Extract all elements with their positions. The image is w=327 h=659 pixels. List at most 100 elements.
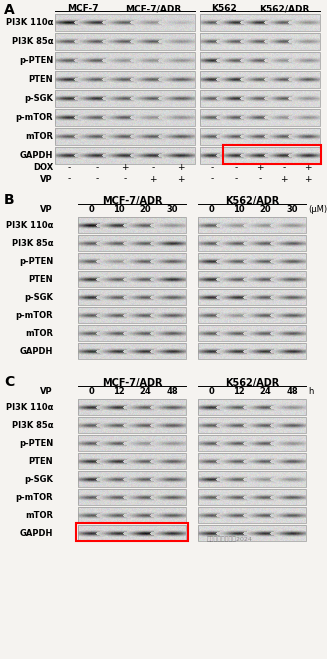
Text: PI3K 85α: PI3K 85α [11, 420, 53, 430]
Bar [78, 271, 186, 287]
Bar [198, 217, 306, 233]
Text: GAPDH: GAPDH [20, 529, 53, 538]
Bar [198, 307, 306, 323]
Text: 公众号：学术论栁2024: 公众号：学术论栁2024 [207, 536, 253, 542]
Text: PI3K 110α: PI3K 110α [6, 18, 53, 27]
Text: B: B [4, 193, 15, 207]
Text: 0: 0 [209, 204, 215, 214]
Text: -: - [210, 175, 214, 183]
Bar [78, 453, 186, 469]
Text: p-PTEN: p-PTEN [19, 438, 53, 447]
Text: K562/ADR: K562/ADR [225, 378, 279, 388]
Bar [55, 52, 195, 69]
Bar [55, 14, 195, 31]
Text: 10: 10 [113, 204, 124, 214]
Bar [76, 523, 188, 541]
Text: 30: 30 [287, 204, 298, 214]
Text: C: C [4, 375, 14, 389]
Bar [78, 471, 186, 487]
Text: MCF-7: MCF-7 [67, 4, 99, 13]
Text: -: - [95, 175, 99, 183]
Text: 12: 12 [232, 386, 244, 395]
Bar [198, 235, 306, 251]
Text: GAPDH: GAPDH [20, 347, 53, 355]
Text: +: + [177, 175, 185, 183]
Bar [78, 289, 186, 305]
Text: mTOR: mTOR [25, 511, 53, 519]
Text: -: - [151, 163, 155, 173]
Bar [200, 71, 320, 88]
Bar [198, 253, 306, 269]
Bar [198, 417, 306, 433]
Text: PI3K 110α: PI3K 110α [6, 403, 53, 411]
Text: p-mTOR: p-mTOR [15, 492, 53, 501]
Text: VP: VP [40, 204, 53, 214]
Text: p-SGK: p-SGK [24, 474, 53, 484]
Text: VP: VP [40, 175, 53, 183]
Bar [78, 235, 186, 251]
Bar [55, 128, 195, 145]
Text: K562: K562 [211, 4, 237, 13]
Bar [198, 325, 306, 341]
Bar [200, 90, 320, 107]
Bar [223, 145, 321, 164]
Bar [78, 417, 186, 433]
Text: PTEN: PTEN [28, 75, 53, 84]
Text: 48: 48 [167, 386, 178, 395]
Bar [200, 14, 320, 31]
Text: K562/ADR: K562/ADR [259, 4, 309, 13]
Text: PI3K 85α: PI3K 85α [11, 239, 53, 248]
Text: p-mTOR: p-mTOR [15, 113, 53, 122]
Bar [78, 253, 186, 269]
Text: VP: VP [40, 386, 53, 395]
Text: +: + [256, 163, 264, 173]
Bar [200, 109, 320, 126]
Bar [78, 399, 186, 415]
Text: -: - [123, 175, 127, 183]
Text: p-PTEN: p-PTEN [19, 56, 53, 65]
Text: +: + [280, 175, 288, 183]
Text: DOX: DOX [33, 163, 53, 173]
Bar [78, 525, 186, 541]
Text: -: - [234, 175, 238, 183]
Bar [198, 471, 306, 487]
Bar [55, 33, 195, 50]
Text: A: A [4, 3, 15, 17]
Bar [78, 343, 186, 359]
Bar [198, 271, 306, 287]
Bar [78, 217, 186, 233]
Bar [198, 489, 306, 505]
Bar [78, 307, 186, 323]
Text: PTEN: PTEN [28, 457, 53, 465]
Text: MCF-7/ADR: MCF-7/ADR [102, 196, 162, 206]
Bar [198, 507, 306, 523]
Text: 20: 20 [260, 204, 271, 214]
Bar [198, 453, 306, 469]
Text: h: h [308, 386, 313, 395]
Text: MCF-7/ADR: MCF-7/ADR [125, 4, 181, 13]
Bar [78, 435, 186, 451]
Text: 20: 20 [140, 204, 151, 214]
Text: PI3K 85α: PI3K 85α [11, 37, 53, 46]
Bar [200, 52, 320, 69]
Text: p-mTOR: p-mTOR [15, 310, 53, 320]
Text: mTOR: mTOR [25, 328, 53, 337]
Text: +: + [177, 163, 185, 173]
Text: 0: 0 [209, 386, 215, 395]
Text: +: + [304, 163, 312, 173]
Bar [198, 525, 306, 541]
Text: mTOR: mTOR [25, 132, 53, 141]
Text: -: - [67, 163, 71, 173]
Bar [78, 325, 186, 341]
Text: -: - [258, 175, 262, 183]
Text: +: + [304, 175, 312, 183]
Text: PI3K 110α: PI3K 110α [6, 221, 53, 229]
Text: 0: 0 [89, 386, 95, 395]
Text: p-SGK: p-SGK [24, 293, 53, 302]
Bar [198, 343, 306, 359]
Text: 12: 12 [112, 386, 124, 395]
Text: -: - [234, 163, 238, 173]
Text: +: + [149, 175, 157, 183]
Text: PTEN: PTEN [28, 275, 53, 283]
Text: p-SGK: p-SGK [24, 94, 53, 103]
